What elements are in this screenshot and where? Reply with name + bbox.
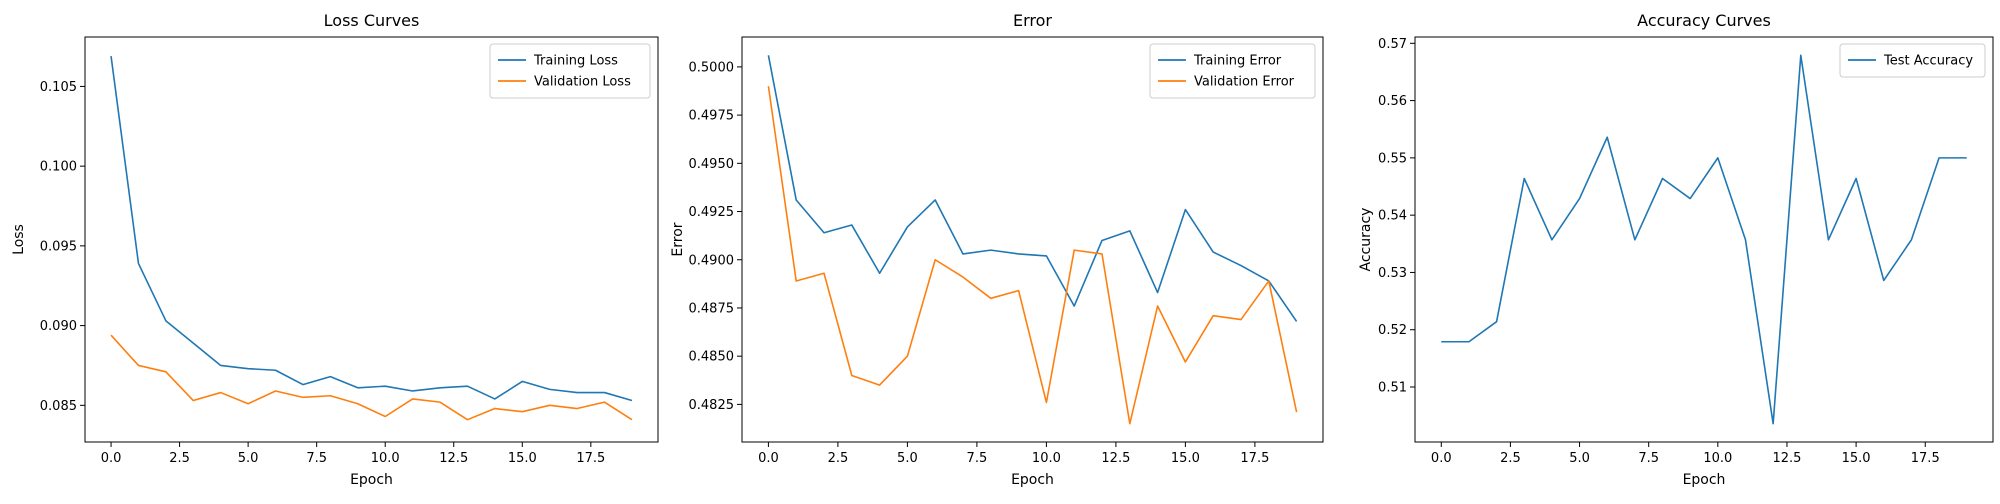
error-x-tick-label: 15.0: [1171, 451, 1200, 466]
loss-chart: Loss Curves 0.0 2.5 5.0 7.5 10.0 12.5 15.0 17.5 0…: [11, 11, 659, 488]
error-y-tick-label: 0.4825: [689, 398, 735, 413]
error-y-tick-label: 0.4975: [689, 109, 735, 124]
accuracy-chart-title: Accuracy Curves: [1637, 11, 1771, 30]
error-x-tick-label: 10.0: [1032, 451, 1061, 466]
loss-y-tick-label: 0.085: [40, 399, 77, 414]
loss-y-tick-label: 0.090: [40, 319, 77, 334]
error-x-tick-label: 2.5: [828, 451, 849, 466]
accuracy-legend: Test Accuracy: [1839, 43, 1986, 78]
error-x-tick-label: 12.5: [1101, 451, 1130, 466]
error-plot-frame: [741, 36, 1324, 443]
loss-y-tick-label: 0.105: [40, 80, 77, 95]
loss-x-tick-label: 17.5: [576, 451, 605, 466]
accuracy-y-tick-label: 0.52: [1378, 323, 1407, 338]
test-accuracy-line: [1441, 54, 1967, 425]
validation-error-line: [767, 86, 1298, 425]
accuracy-plot-frame: [1414, 36, 1994, 443]
error-y-tick-label: 0.4875: [689, 301, 735, 316]
accuracy-x-tick-label: 10.0: [1703, 451, 1732, 466]
loss-x-tick-label: 12.5: [439, 451, 468, 466]
loss-x-tick-label: 10.0: [371, 451, 400, 466]
accuracy-x-tick-label: 2.5: [1500, 451, 1521, 466]
error-chart: Error 0.0 2.5 5.0 7.5 10.0 12.5 15.0 17.5 0.4825 0…: [670, 11, 1324, 488]
training-error-legend-label: Training Error: [1193, 54, 1282, 69]
accuracy-x-tick-label: 7.5: [1638, 451, 1659, 466]
loss-chart-title: Loss Curves: [324, 11, 420, 30]
accuracy-x-tick-label: 17.5: [1911, 451, 1940, 466]
accuracy-x-tick-label: 15.0: [1842, 451, 1871, 466]
accuracy-legend-box: [1839, 43, 1986, 78]
accuracy-y-tick-label: 0.56: [1378, 94, 1407, 109]
accuracy-y-tick-label: 0.51: [1378, 381, 1407, 396]
accuracy-y-tick-label: 0.55: [1378, 151, 1407, 166]
training-error-line: [767, 55, 1298, 322]
loss-x-tick-label: 7.5: [306, 451, 327, 466]
loss-plot-frame: [84, 36, 659, 443]
accuracy-x-axis-label: Epoch: [1683, 472, 1726, 488]
error-x-tick-label: 7.5: [967, 451, 988, 466]
error-y-tick-label: 0.4925: [689, 205, 735, 220]
error-x-tick-label: 17.5: [1240, 451, 1269, 466]
accuracy-y-tick-label: 0.53: [1378, 266, 1407, 281]
validation-loss-legend-label: Validation Loss: [534, 75, 631, 90]
accuracy-y-axis-label: Accuracy: [1358, 208, 1374, 272]
accuracy-x-tick-label: 0.0: [1431, 451, 1452, 466]
training-loss-line: [110, 56, 633, 402]
loss-x-tick-label: 0.0: [101, 451, 122, 466]
loss-y-axis-label: Loss: [11, 224, 27, 255]
loss-x-axis-label: Epoch: [350, 472, 393, 488]
loss-x-tick-label: 5.0: [238, 451, 259, 466]
test-accuracy-legend-label: Test Accuracy: [1883, 54, 1973, 69]
error-chart-title: Error: [1013, 11, 1052, 30]
accuracy-x-tick-label: 5.0: [1569, 451, 1590, 466]
training-loss-legend-label: Training Loss: [533, 54, 618, 69]
error-x-tick-label: 0.0: [758, 451, 779, 466]
error-x-axis-label: Epoch: [1011, 472, 1054, 488]
error-y-axis-label: Error: [670, 222, 686, 256]
error-legend: Training Error Validation Error: [1149, 43, 1316, 99]
error-y-tick-label: 0.5000: [689, 60, 735, 75]
accuracy-x-tick-label: 12.5: [1772, 451, 1801, 466]
loss-y-tick-label: 0.100: [40, 160, 77, 175]
loss-legend-box: [489, 43, 651, 99]
error-y-tick-label: 0.4850: [689, 350, 735, 365]
validation-error-legend-label: Validation Error: [1194, 75, 1295, 90]
error-legend-box: [1149, 43, 1316, 99]
accuracy-chart: Accuracy Curves 0.0 2.5 5.0 7.5 10.0 12.5 15.0 1…: [1358, 11, 1994, 488]
accuracy-y-tick-label: 0.57: [1378, 37, 1407, 52]
error-y-tick-label: 0.4950: [689, 157, 735, 172]
error-y-tick-label: 0.4900: [689, 253, 735, 268]
accuracy-y-tick-label: 0.54: [1378, 209, 1407, 224]
loss-x-tick-label: 15.0: [508, 451, 537, 466]
error-x-tick-label: 5.0: [897, 451, 918, 466]
validation-loss-line: [110, 334, 633, 421]
loss-legend: Training Loss Validation Loss: [489, 43, 651, 99]
loss-y-tick-label: 0.095: [40, 239, 77, 254]
loss-x-tick-label: 2.5: [169, 451, 190, 466]
